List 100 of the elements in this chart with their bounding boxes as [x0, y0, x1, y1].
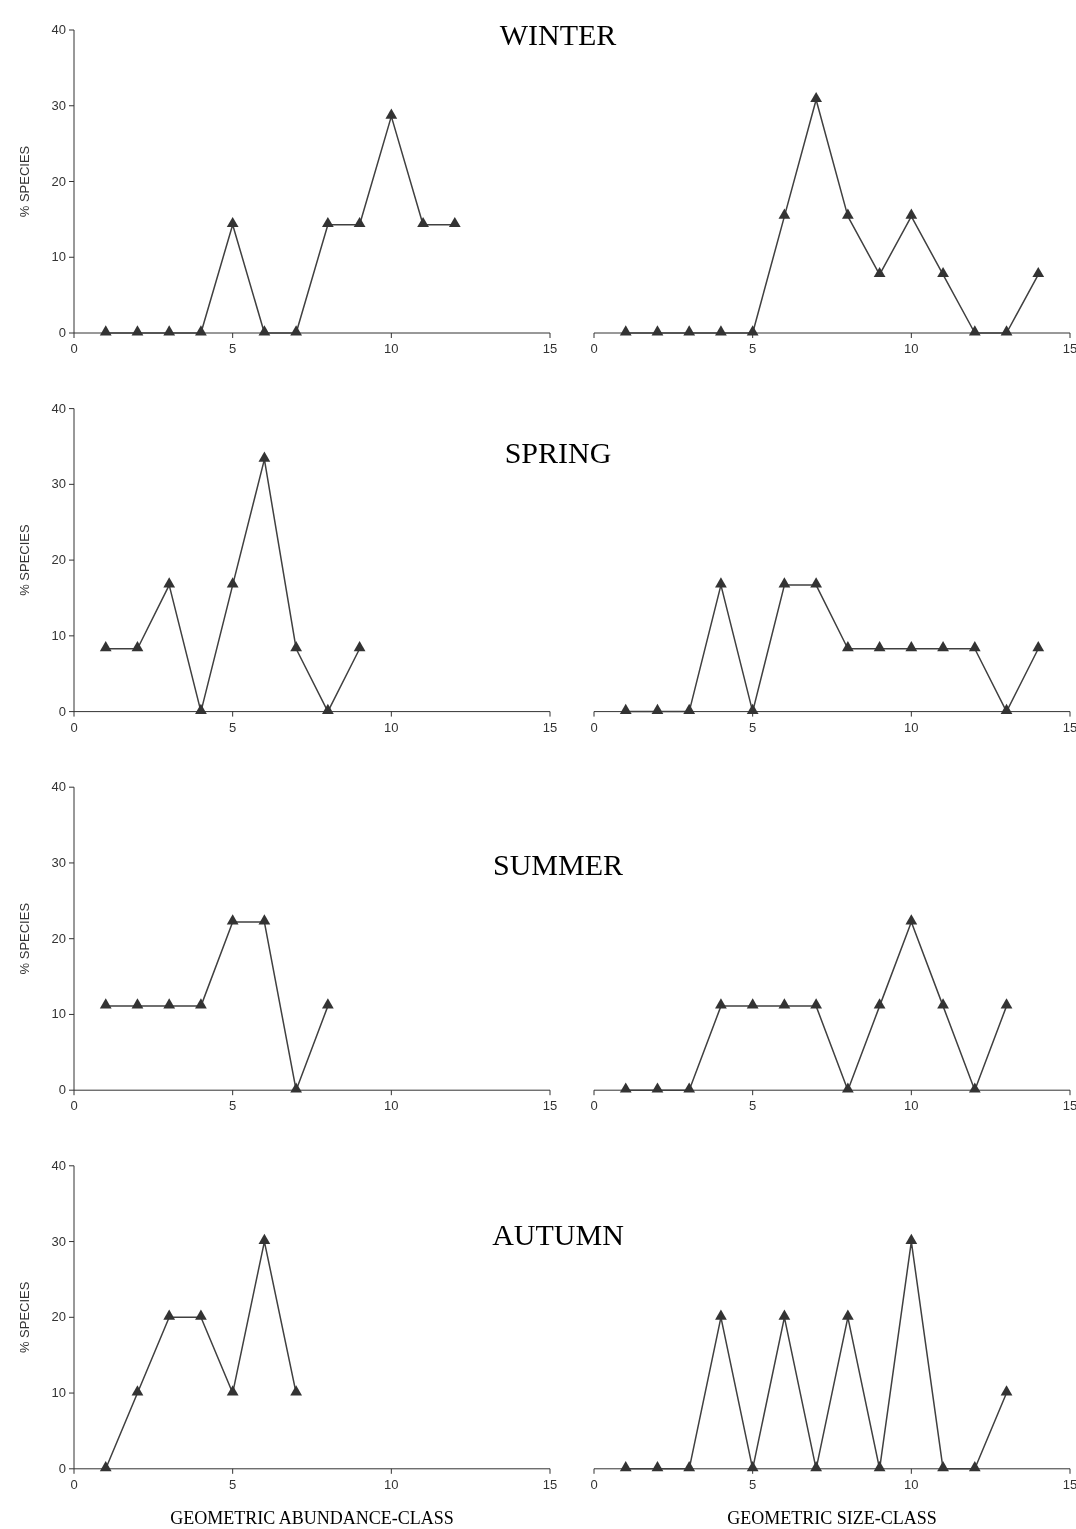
point [619, 1461, 632, 1472]
x-tick-label: 5 [229, 1476, 237, 1492]
point [1032, 266, 1045, 278]
text: SPRING [504, 435, 612, 469]
point [258, 914, 271, 925]
point [937, 1461, 949, 1472]
y-tick-label: 30 [51, 476, 66, 492]
point [873, 1461, 886, 1472]
x-tick-label: 5 [749, 1476, 757, 1492]
x-tick-label: 0 [590, 719, 598, 735]
point [99, 1461, 112, 1472]
point [385, 108, 398, 119]
x-axis-title: GEOMETRIC ABUNDANCE-CLASS [170, 1507, 454, 1528]
y-tick-label: 40 [51, 400, 66, 416]
point [746, 1461, 759, 1472]
y-tick-label: 40 [51, 1157, 66, 1173]
point [163, 325, 176, 336]
point [321, 703, 334, 714]
x-tick-label: 15 [542, 341, 558, 356]
x-tick-label: 15 [1062, 341, 1076, 356]
point [131, 998, 144, 1009]
y-tick-label: 40 [51, 779, 66, 795]
point [99, 998, 112, 1009]
x-tick-label: 0 [70, 1476, 78, 1492]
y-tick-label: 20 [51, 173, 66, 189]
point [321, 998, 334, 1009]
point [353, 216, 366, 228]
x-tick-label: 0 [70, 1098, 78, 1114]
point [683, 1461, 696, 1472]
point [290, 640, 303, 652]
point [290, 1082, 303, 1093]
point [841, 1309, 854, 1320]
y-tick-label: 0 [58, 703, 66, 719]
point [258, 1233, 271, 1244]
point [131, 1385, 144, 1396]
x-tick-label: 10 [904, 1098, 919, 1114]
point [226, 914, 239, 925]
point [937, 266, 949, 278]
y-axis-title: % SPECIES [17, 902, 32, 975]
point [353, 640, 366, 652]
point [841, 208, 854, 219]
y-tick-label: 30 [51, 854, 66, 870]
y-tick-label: 0 [58, 325, 66, 340]
point [651, 1461, 664, 1472]
point [226, 1385, 239, 1396]
point [131, 325, 144, 336]
y-axis-title: % SPECIES [17, 1281, 32, 1354]
y-tick-label: 10 [51, 1385, 66, 1401]
text: SUMMER [492, 848, 624, 882]
x-tick-label: 0 [590, 341, 598, 356]
point [905, 1233, 918, 1244]
x-tick-label: 0 [590, 1476, 598, 1492]
point [1000, 325, 1013, 336]
point [195, 1309, 207, 1320]
y-tick-label: 30 [51, 97, 66, 113]
x-tick-label: 15 [542, 1098, 558, 1114]
text: AUTUMN [492, 1217, 624, 1251]
point [683, 325, 696, 336]
x-tick-label: 15 [1062, 1476, 1076, 1492]
point [195, 703, 207, 714]
point [258, 451, 271, 462]
point [417, 216, 429, 228]
point [99, 640, 112, 652]
x-tick-label: 15 [1062, 719, 1076, 735]
y-tick-label: 10 [51, 627, 66, 643]
x-tick-label: 15 [1062, 1098, 1076, 1114]
point [651, 325, 664, 336]
point [873, 266, 886, 278]
x-tick-label: 5 [749, 1098, 757, 1114]
point [968, 325, 981, 336]
point [619, 325, 632, 336]
y-axis-title: % SPECIES [17, 524, 32, 596]
point [163, 577, 176, 588]
x-tick-label: 15 [542, 1476, 558, 1492]
point [290, 1385, 303, 1396]
point [321, 216, 334, 228]
y-tick-label: 30 [51, 1233, 66, 1249]
point [448, 216, 461, 228]
x-tick-label: 0 [590, 1098, 598, 1114]
point [905, 208, 918, 219]
x-tick-label: 5 [229, 719, 237, 735]
x-tick-label: 5 [229, 1098, 237, 1114]
point [163, 998, 176, 1009]
x-tick-label: 0 [70, 719, 78, 735]
point [778, 1309, 791, 1320]
x-tick-label: 15 [542, 719, 558, 735]
point [715, 325, 727, 336]
point [258, 325, 271, 336]
x-axis-title: GEOMETRIC SIZE-CLASS [727, 1507, 937, 1528]
point [1000, 1385, 1013, 1396]
y-axis-title: % SPECIES [17, 145, 32, 218]
point [715, 1309, 727, 1320]
point [226, 577, 239, 588]
point [290, 325, 303, 336]
point [163, 1309, 176, 1320]
chart-title: WINTER [499, 18, 617, 51]
x-tick-label: 10 [384, 1098, 399, 1114]
point [195, 998, 207, 1009]
y-tick-label: 10 [51, 249, 66, 265]
point [810, 91, 823, 103]
